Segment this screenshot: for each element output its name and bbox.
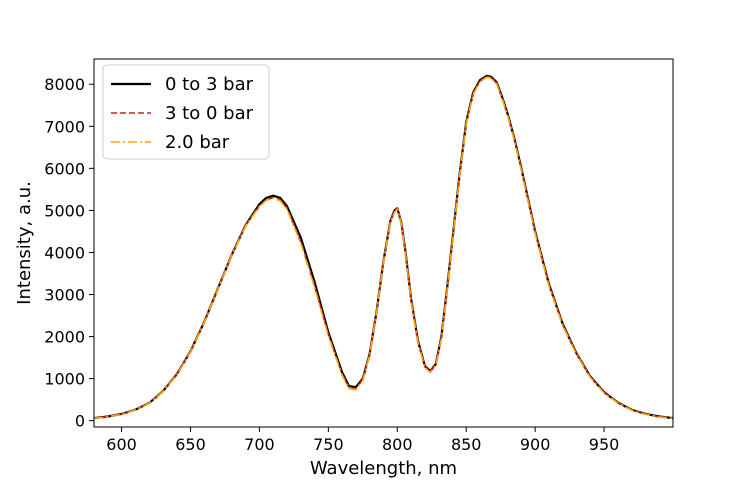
x-tick-label: 950 [589,435,620,454]
y-tick-label: 4000 [44,243,85,262]
x-axis-label: Wavelength, nm [310,458,457,479]
series-line-2-0-bar [94,76,673,420]
x-tick-label: 600 [106,435,137,454]
legend-label-2-bar: 2.0 bar [165,132,230,153]
x-tick-label: 800 [382,435,413,454]
y-tick-label: 1000 [44,370,85,389]
series-lines [94,74,673,420]
y-axis-label: Intensity, a.u. [14,181,35,305]
legend-label-0-to-3-bar: 0 to 3 bar [165,74,254,95]
legend-label-3-to-0-bar: 3 to 0 bar [165,103,254,124]
y-tick-label: 2000 [44,328,85,347]
x-tick-label: 900 [520,435,551,454]
x-tick-label: 750 [313,435,344,454]
x-tick-label: 700 [244,435,275,454]
y-tick-label: 6000 [44,159,85,178]
x-tick-label: 650 [175,435,206,454]
y-tick-label: 7000 [44,117,85,136]
x-tick-label: 850 [451,435,482,454]
y-tick-label: 0 [75,412,85,431]
legend-box [102,64,270,160]
plot-frame [93,58,674,428]
y-tick-label: 5000 [44,201,85,220]
y-tick-label: 3000 [44,286,85,305]
legend: 0 to 3 bar 3 to 0 bar 2.0 bar [102,64,270,160]
y-tick-label: 8000 [44,75,85,94]
y-axis-ticks: 0 1000 2000 3000 4000 5000 6000 7000 8000 [44,75,94,431]
x-axis-ticks: 600 650 700 750 800 850 900 950 [106,427,619,454]
